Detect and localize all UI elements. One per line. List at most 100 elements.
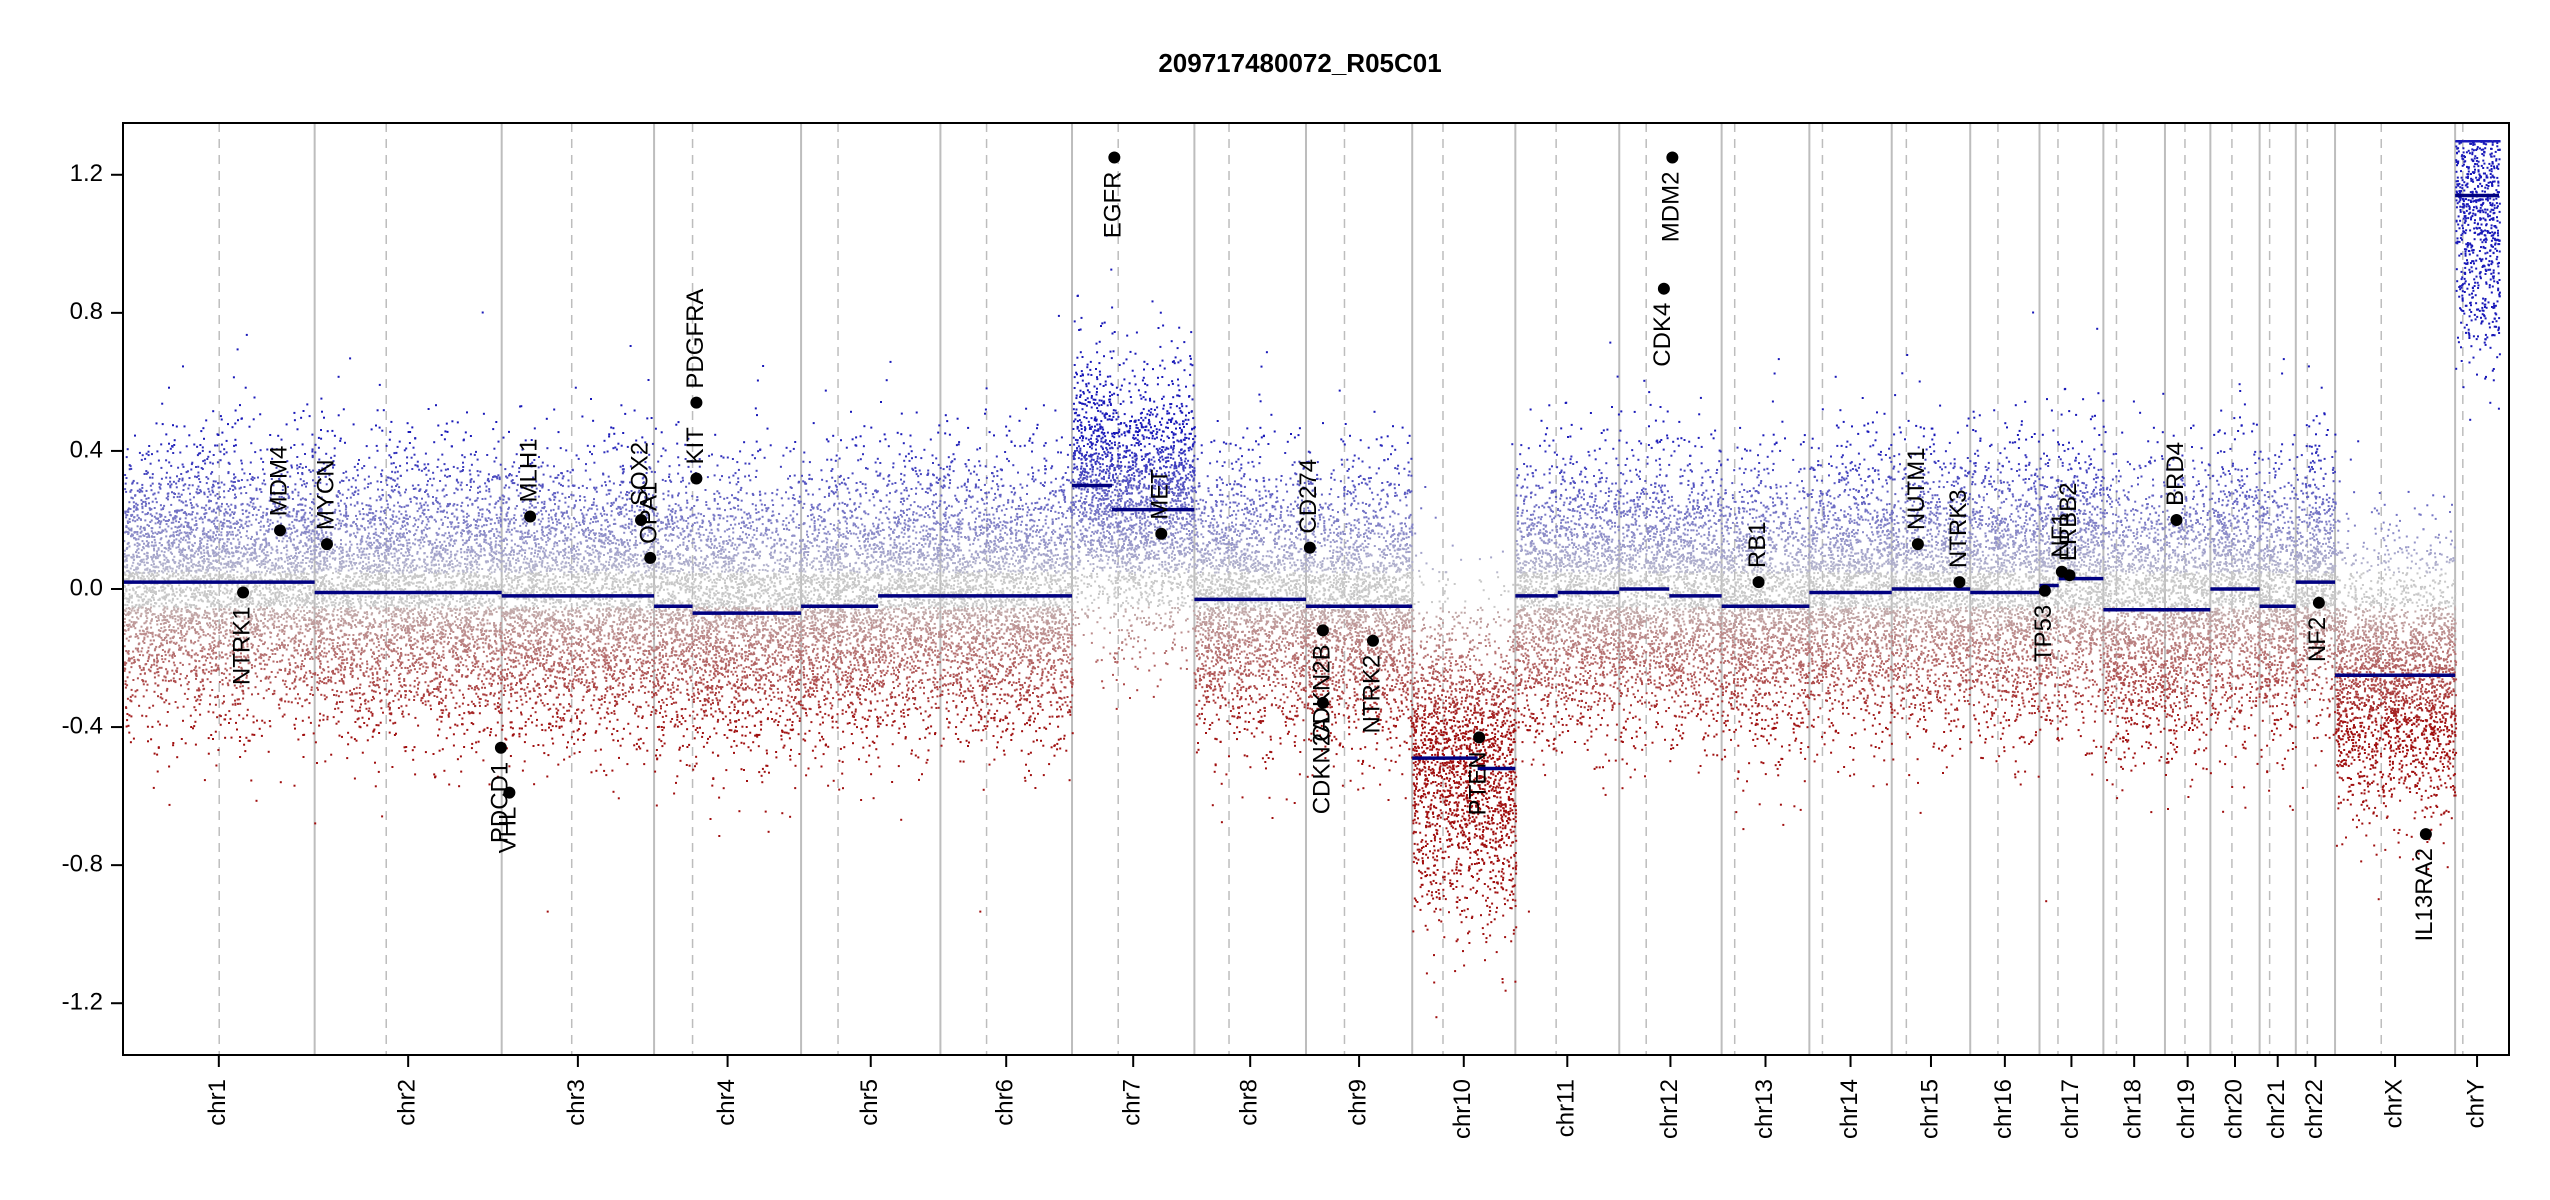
probe-point bbox=[295, 667, 297, 669]
probe-point bbox=[191, 518, 193, 520]
probe-point bbox=[167, 495, 169, 497]
probe-point bbox=[153, 664, 155, 666]
probe-point bbox=[304, 526, 306, 528]
probe-point bbox=[278, 557, 280, 559]
probe-point bbox=[239, 756, 241, 758]
probe-point bbox=[306, 537, 308, 539]
probe-point bbox=[165, 622, 167, 624]
probe-point bbox=[249, 601, 251, 603]
probe-point bbox=[182, 539, 184, 541]
probe-point bbox=[165, 557, 167, 559]
probe-point bbox=[166, 573, 168, 575]
probe-point bbox=[295, 549, 297, 551]
probe-point bbox=[233, 538, 235, 540]
probe-point bbox=[199, 481, 201, 483]
probe-point bbox=[301, 663, 303, 665]
probe-point bbox=[313, 540, 315, 542]
probe-point bbox=[124, 488, 126, 490]
probe-point bbox=[296, 516, 298, 518]
probe-point bbox=[215, 731, 217, 733]
probe-point bbox=[294, 622, 296, 624]
probe-point bbox=[264, 611, 266, 613]
probe-point bbox=[134, 573, 136, 575]
probe-point bbox=[301, 632, 303, 634]
probe-point bbox=[297, 494, 299, 496]
probe-point bbox=[270, 593, 272, 595]
probe-point bbox=[161, 478, 163, 480]
probe-point bbox=[166, 606, 168, 608]
probe-point bbox=[303, 676, 305, 678]
probe-point bbox=[151, 726, 153, 728]
probe-point bbox=[223, 635, 225, 637]
probe-point bbox=[124, 604, 126, 606]
probe-point bbox=[137, 490, 139, 492]
probe-point bbox=[233, 555, 235, 557]
probe-point bbox=[296, 535, 298, 537]
probe-point bbox=[133, 738, 135, 740]
probe-point bbox=[223, 453, 225, 455]
probe-point bbox=[144, 513, 146, 515]
probe-point bbox=[144, 564, 146, 566]
probe-point bbox=[246, 551, 248, 553]
probe-point bbox=[147, 726, 149, 728]
probe-point bbox=[216, 531, 218, 533]
probe-point bbox=[300, 573, 302, 575]
probe-point bbox=[314, 651, 316, 653]
probe-point bbox=[246, 535, 248, 537]
probe-point bbox=[199, 608, 201, 610]
probe-point bbox=[251, 547, 253, 549]
probe-point bbox=[242, 576, 244, 578]
probe-point bbox=[174, 439, 176, 441]
probe-point bbox=[127, 448, 129, 450]
probe-point bbox=[143, 559, 145, 561]
probe-point bbox=[304, 483, 306, 485]
probe-point bbox=[202, 427, 204, 429]
probe-point bbox=[220, 459, 222, 461]
probe-point bbox=[230, 480, 232, 482]
probe-point bbox=[273, 599, 275, 601]
probe-point bbox=[293, 618, 295, 620]
probe-point bbox=[145, 715, 147, 717]
probe-point bbox=[225, 653, 227, 655]
probe-point bbox=[247, 537, 249, 539]
probe-point bbox=[213, 555, 215, 557]
probe-point bbox=[287, 559, 289, 561]
probe-point bbox=[150, 485, 152, 487]
probe-point bbox=[136, 635, 138, 637]
probe-point bbox=[179, 452, 181, 454]
probe-point bbox=[216, 716, 218, 718]
probe-point bbox=[283, 640, 285, 642]
probe-point bbox=[185, 742, 187, 744]
probe-point bbox=[158, 574, 160, 576]
probe-point bbox=[133, 578, 135, 580]
probe-point bbox=[166, 725, 168, 727]
probe-point bbox=[285, 610, 287, 612]
probe-point bbox=[270, 599, 272, 601]
probe-point bbox=[301, 575, 303, 577]
probe-point bbox=[197, 553, 199, 555]
probe-point bbox=[198, 615, 200, 617]
probe-point bbox=[191, 507, 193, 509]
probe-point bbox=[301, 519, 303, 521]
probe-point bbox=[157, 771, 159, 773]
probe-point bbox=[305, 562, 307, 564]
probe-point bbox=[245, 523, 247, 525]
probe-point bbox=[133, 569, 135, 571]
probe-point bbox=[211, 592, 213, 594]
probe-point bbox=[175, 701, 177, 703]
probe-point bbox=[156, 665, 158, 667]
probe-point bbox=[209, 451, 211, 453]
probe-point bbox=[271, 671, 273, 673]
probe-point bbox=[295, 662, 297, 664]
probe-point bbox=[303, 643, 305, 645]
probe-point bbox=[207, 612, 209, 614]
probe-point bbox=[266, 607, 268, 609]
probe-point bbox=[194, 696, 196, 698]
probe-point bbox=[148, 451, 150, 453]
probe-point bbox=[314, 534, 316, 536]
probe-point bbox=[308, 538, 310, 540]
probe-point bbox=[268, 751, 270, 753]
probe-point bbox=[184, 624, 186, 626]
probe-point bbox=[235, 722, 237, 724]
probe-point bbox=[256, 606, 258, 608]
